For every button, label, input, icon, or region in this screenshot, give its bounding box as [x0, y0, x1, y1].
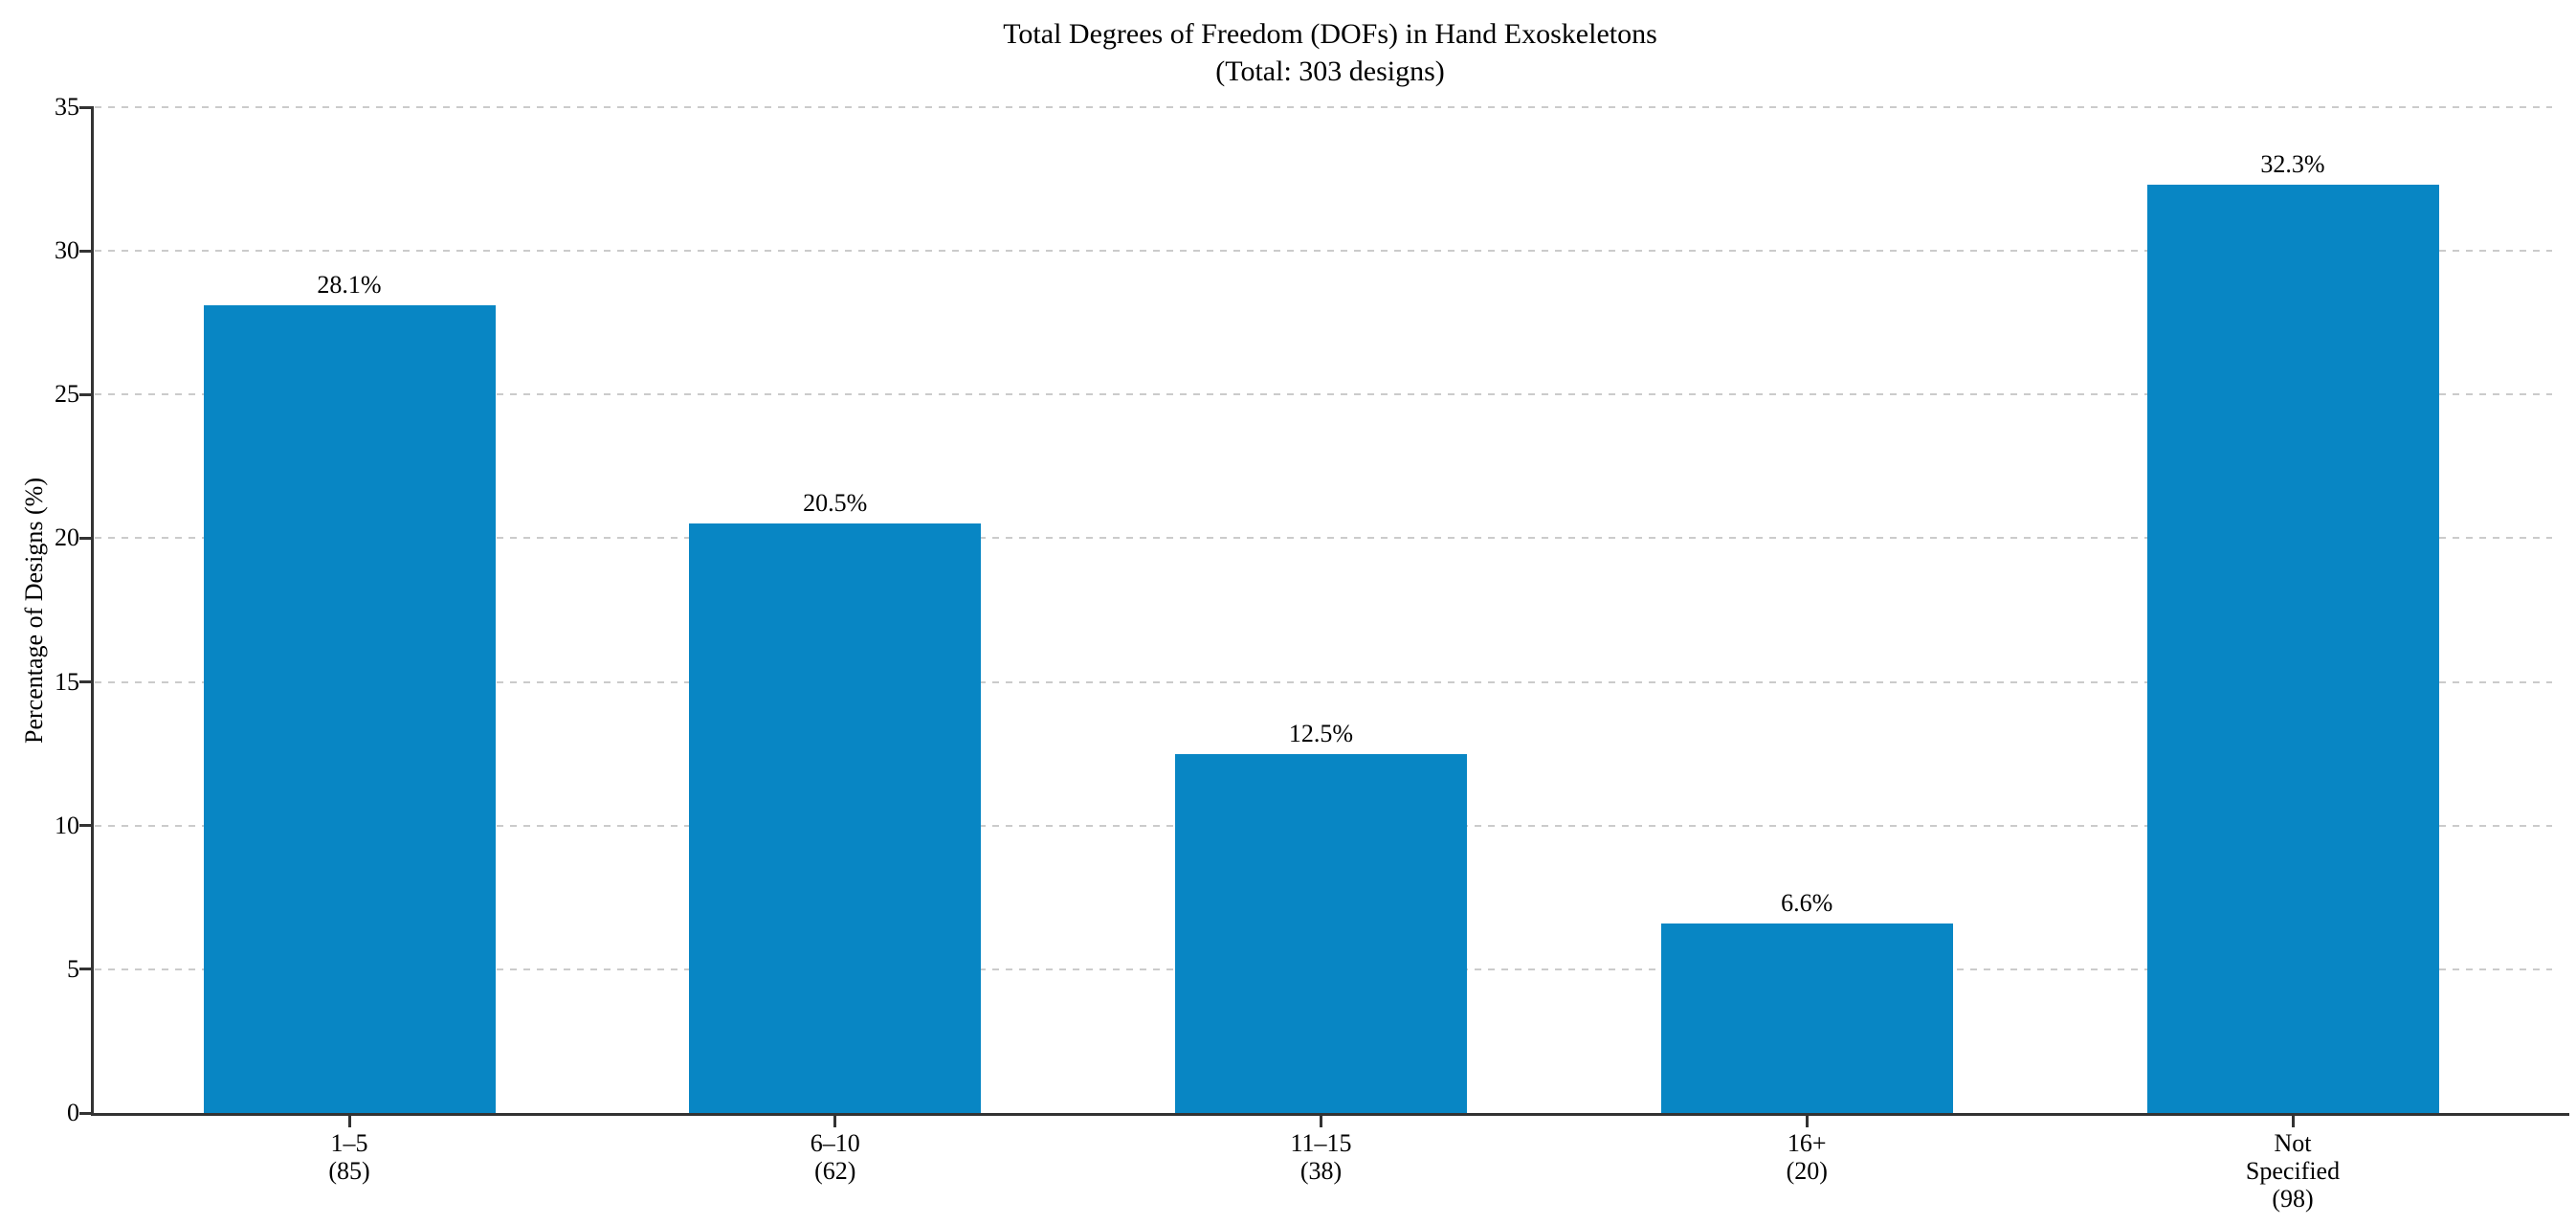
x-tick-label-line: (38) [1299, 1157, 1343, 1185]
x-tick-label: 11–15 (38) [1082, 1129, 1561, 1185]
gridline [95, 250, 2552, 253]
y-tick-mark [79, 824, 92, 828]
bar [1175, 753, 1467, 1113]
x-tick-mark [347, 1116, 351, 1127]
bar [1660, 923, 1953, 1113]
y-tick-label: 30 [55, 236, 79, 265]
x-tick-label-line: 1–5 [330, 1129, 368, 1157]
chart-title-line2: (Total: 303 designs) [1215, 56, 1445, 87]
x-tick-label-line: 11–15 [1290, 1129, 1352, 1157]
gridline [95, 106, 2552, 108]
gridline [95, 537, 2552, 540]
bar-value-label: 28.1% [317, 271, 382, 300]
y-tick-label: 5 [67, 954, 79, 983]
y-tick-mark [79, 536, 92, 540]
x-tick-mark [2291, 1116, 2295, 1127]
x-tick-label-line: 16+ [1787, 1129, 1827, 1157]
x-tick-label: Not Specified (98) [2054, 1129, 2532, 1213]
y-tick-mark [79, 680, 92, 684]
gridline [95, 393, 2552, 396]
y-tick-label: 10 [55, 811, 79, 839]
bar-value-label: 12.5% [1288, 719, 1354, 747]
y-tick-label: 35 [55, 93, 79, 121]
y-tick-mark [79, 1111, 92, 1115]
x-tick-label-line: (62) [814, 1157, 856, 1185]
y-tick-label: 25 [55, 380, 79, 409]
y-axis-spine [91, 106, 94, 1116]
x-tick-mark [833, 1116, 837, 1127]
y-tick-mark [79, 968, 92, 971]
chart-title: Total Degrees of Freedom (DOFs) in Hand … [93, 15, 2567, 90]
x-tick-label-line: (98) [2272, 1185, 2314, 1213]
x-tick-label-line: Not [2274, 1129, 2312, 1157]
x-tick-mark [1805, 1116, 1809, 1127]
y-tick-mark [79, 249, 92, 253]
y-axis-label: Percentage of Designs (%) [20, 478, 48, 744]
x-axis-spine [91, 1113, 2569, 1116]
x-tick-label-line: (20) [1786, 1157, 1828, 1185]
y-tick-label: 20 [55, 523, 79, 552]
x-tick-label: 16+ (20) [1567, 1129, 2046, 1185]
bar-value-label: 6.6% [1781, 888, 1833, 917]
chart-title-line1: Total Degrees of Freedom (DOFs) in Hand … [1003, 18, 1657, 50]
y-tick-label: 0 [67, 1099, 79, 1126]
bar [203, 305, 496, 1113]
x-tick-label: 1–5 (85) [110, 1129, 588, 1185]
x-tick-label-line: (85) [328, 1157, 370, 1185]
y-tick-mark [79, 105, 92, 109]
bar-value-label: 32.3% [2260, 150, 2325, 179]
x-tick-label-line: Specified [2245, 1157, 2341, 1185]
x-tick-mark [1320, 1116, 1322, 1127]
bar [2146, 185, 2439, 1113]
y-tick-label: 15 [55, 667, 79, 696]
gridline [95, 680, 2552, 683]
y-tick-mark [79, 392, 92, 396]
x-tick-label-line: 6–10 [810, 1129, 860, 1157]
x-tick-label: 6–10 (62) [596, 1129, 1075, 1185]
bar-value-label: 20.5% [803, 489, 868, 518]
bar [689, 523, 982, 1113]
